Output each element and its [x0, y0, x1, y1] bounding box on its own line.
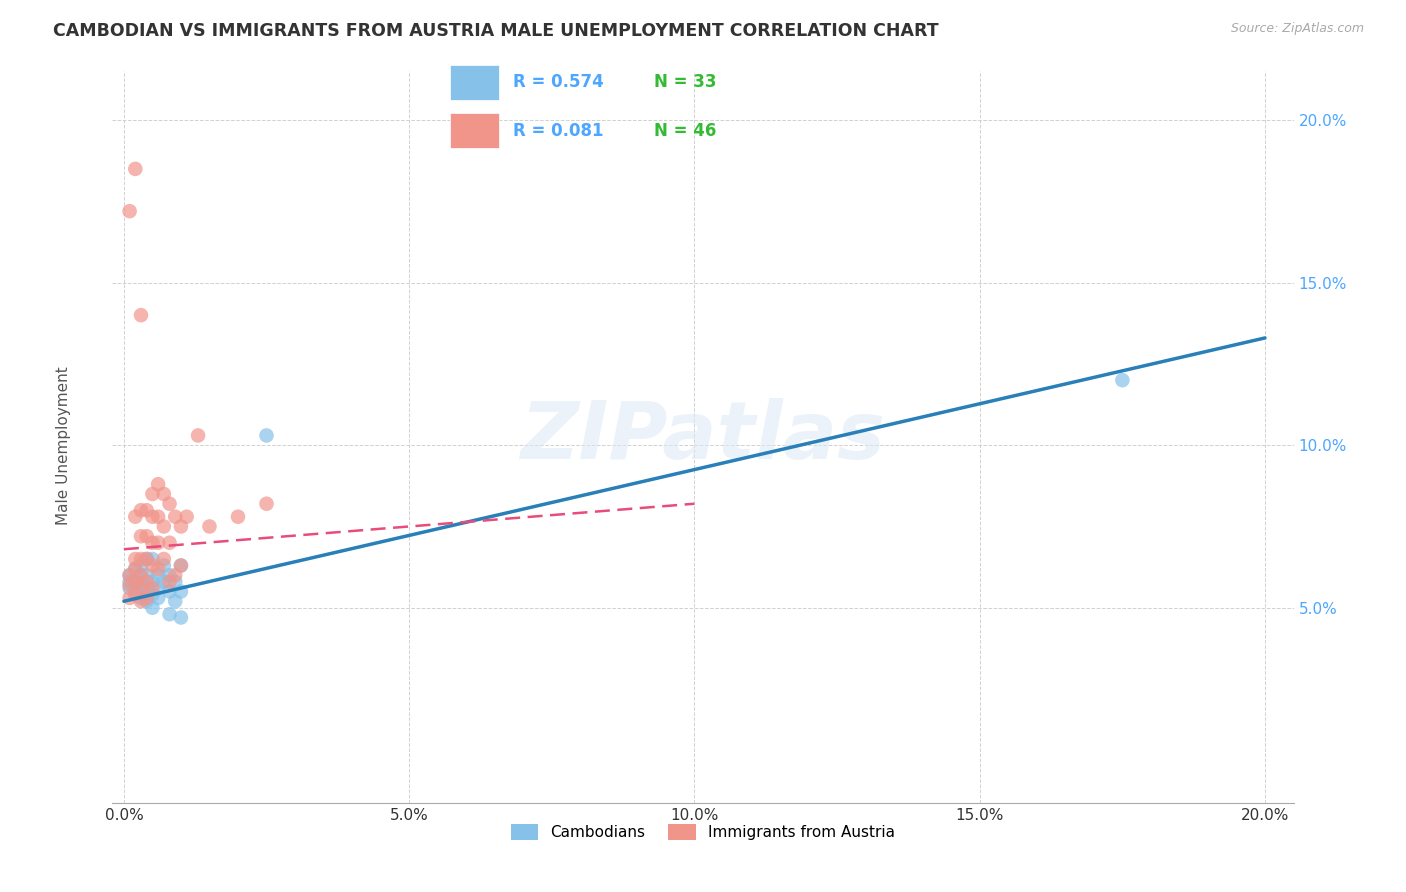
- Point: [129, 529, 152, 543]
- Text: R = 0.081: R = 0.081: [513, 121, 603, 139]
- Point: [165, 574, 187, 589]
- Point: [129, 594, 152, 608]
- Point: [124, 562, 146, 576]
- Point: [129, 591, 152, 605]
- Point: [1111, 373, 1133, 387]
- Point: [170, 558, 193, 573]
- Point: [146, 581, 169, 595]
- Point: [118, 591, 141, 605]
- Point: [165, 594, 187, 608]
- Point: [256, 497, 278, 511]
- Point: [129, 558, 152, 573]
- Point: [129, 552, 152, 566]
- Point: [141, 581, 163, 595]
- Point: [159, 535, 181, 549]
- Point: [176, 509, 198, 524]
- FancyBboxPatch shape: [450, 65, 499, 100]
- Point: [141, 552, 163, 566]
- Text: R = 0.574: R = 0.574: [513, 73, 605, 91]
- Point: [124, 562, 146, 576]
- Point: [135, 568, 157, 582]
- Text: ZIPatlas: ZIPatlas: [520, 398, 886, 476]
- Point: [135, 574, 157, 589]
- Point: [159, 607, 181, 622]
- Point: [153, 574, 176, 589]
- Point: [170, 584, 193, 599]
- Point: [159, 568, 181, 582]
- Point: [129, 308, 152, 322]
- Point: [118, 568, 141, 582]
- Point: [141, 574, 163, 589]
- Point: [187, 428, 209, 442]
- Point: [146, 509, 169, 524]
- Point: [141, 600, 163, 615]
- Point: [135, 503, 157, 517]
- Point: [141, 588, 163, 602]
- Point: [153, 519, 176, 533]
- Point: [226, 509, 249, 524]
- Point: [159, 574, 181, 589]
- Point: [159, 584, 181, 599]
- Point: [129, 568, 152, 582]
- Point: [159, 497, 181, 511]
- Text: CAMBODIAN VS IMMIGRANTS FROM AUSTRIA MALE UNEMPLOYMENT CORRELATION CHART: CAMBODIAN VS IMMIGRANTS FROM AUSTRIA MAL…: [53, 22, 939, 40]
- Point: [153, 552, 176, 566]
- Point: [146, 477, 169, 491]
- Point: [118, 568, 141, 582]
- Point: [256, 428, 278, 442]
- Point: [135, 552, 157, 566]
- Point: [170, 519, 193, 533]
- Point: [198, 519, 221, 533]
- Point: [153, 558, 176, 573]
- Text: Male Unemployment: Male Unemployment: [56, 367, 70, 525]
- Point: [118, 581, 141, 595]
- Point: [129, 568, 152, 582]
- Point: [141, 487, 163, 501]
- Point: [170, 610, 193, 624]
- Point: [146, 591, 169, 605]
- Point: [146, 562, 169, 576]
- Point: [165, 568, 187, 582]
- Point: [129, 503, 152, 517]
- Text: N = 33: N = 33: [654, 73, 716, 91]
- Point: [118, 578, 141, 592]
- Point: [146, 568, 169, 582]
- Point: [141, 509, 163, 524]
- Point: [141, 535, 163, 549]
- Point: [135, 591, 157, 605]
- Point: [135, 581, 157, 595]
- Point: [141, 558, 163, 573]
- Point: [124, 584, 146, 599]
- Point: [129, 578, 152, 592]
- Point: [118, 574, 141, 589]
- Point: [124, 574, 146, 589]
- Point: [146, 535, 169, 549]
- Point: [129, 581, 152, 595]
- FancyBboxPatch shape: [450, 113, 499, 148]
- Point: [165, 509, 187, 524]
- Point: [124, 161, 146, 176]
- Point: [124, 509, 146, 524]
- Point: [135, 594, 157, 608]
- Text: N = 46: N = 46: [654, 121, 716, 139]
- Point: [124, 552, 146, 566]
- Point: [124, 588, 146, 602]
- Text: Source: ZipAtlas.com: Source: ZipAtlas.com: [1230, 22, 1364, 36]
- Point: [135, 529, 157, 543]
- Point: [153, 487, 176, 501]
- Point: [170, 558, 193, 573]
- Point: [118, 204, 141, 219]
- Point: [124, 574, 146, 589]
- Point: [135, 552, 157, 566]
- Legend: Cambodians, Immigrants from Austria: Cambodians, Immigrants from Austria: [505, 818, 901, 847]
